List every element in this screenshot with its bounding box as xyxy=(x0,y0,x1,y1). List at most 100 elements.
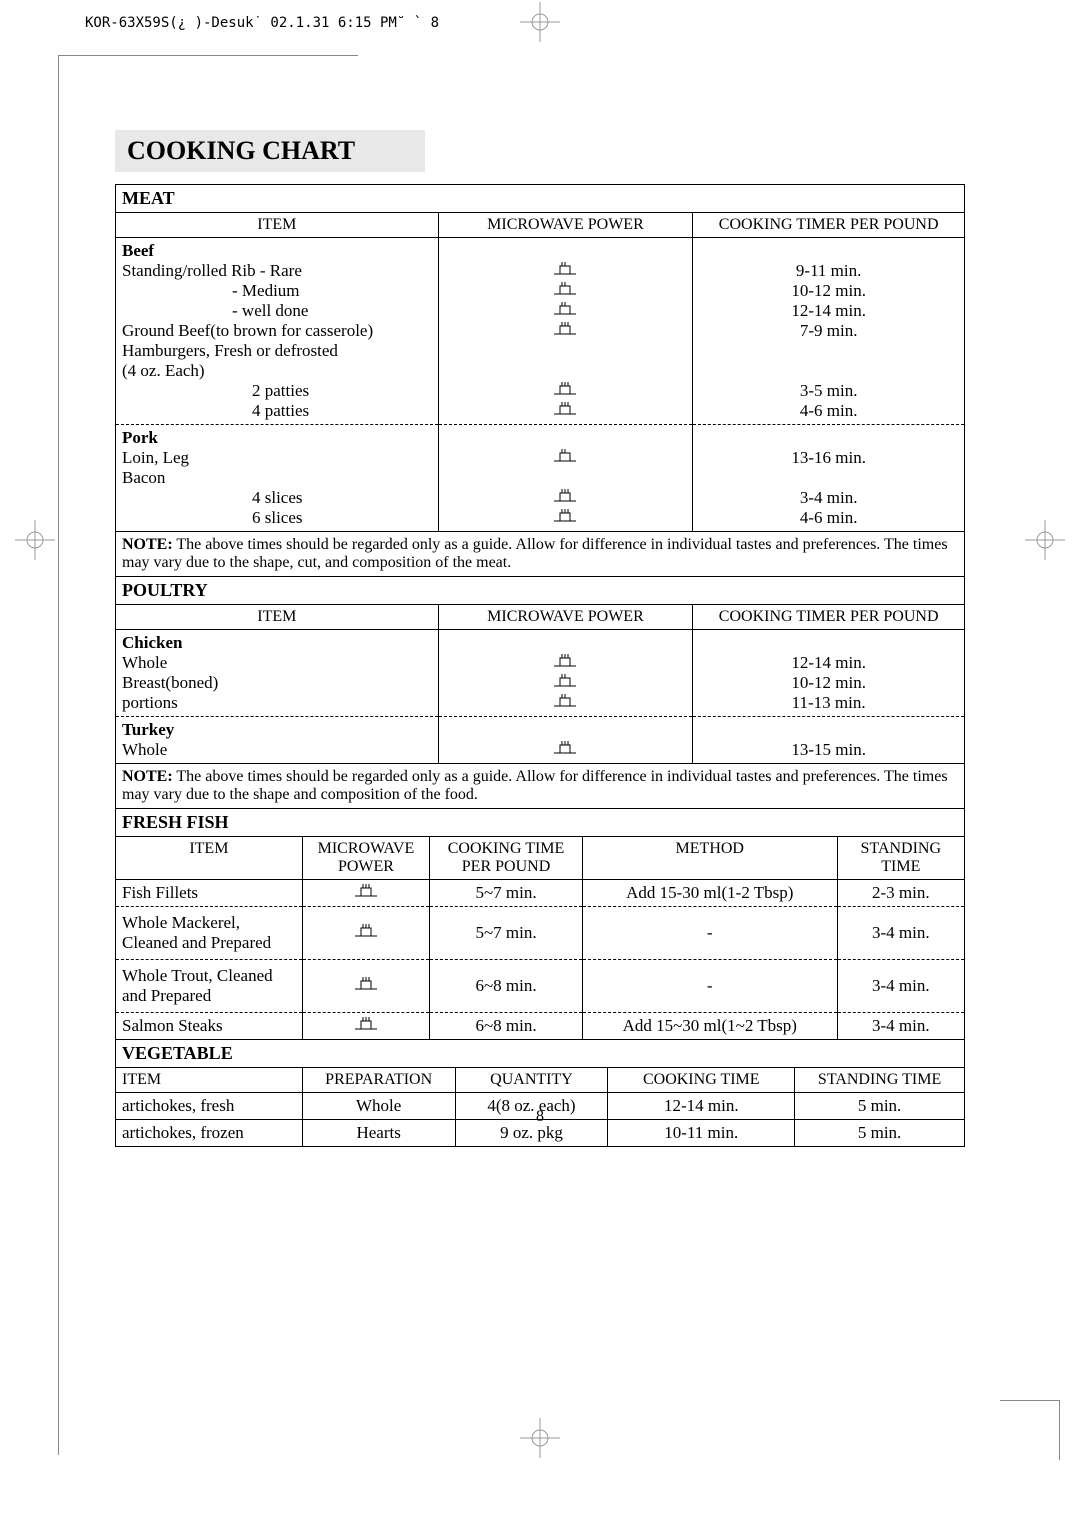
fish-item: Salmon Steaks xyxy=(116,1013,303,1040)
poultry-item: portions xyxy=(122,693,432,713)
power-icon xyxy=(445,508,687,528)
col-cooktime: COOKING TIME PER POUND xyxy=(430,837,583,880)
fish-item: Whole Trout, Cleaned and Prepared xyxy=(116,960,303,1013)
chicken-time-cell: 12-14 min. 10-12 min. 11-13 min. xyxy=(693,630,965,717)
registration-mark-icon xyxy=(15,520,55,560)
beef-label: Beef xyxy=(122,241,432,261)
power-icon xyxy=(445,401,687,421)
poultry-item: Breast(boned) xyxy=(122,673,432,693)
crop-line xyxy=(1000,1400,1060,1401)
meat-time: 10-12 min. xyxy=(699,281,958,301)
registration-mark-icon xyxy=(520,1418,560,1458)
turkey-power-cell xyxy=(438,717,693,764)
turkey-cell: Turkey Whole xyxy=(116,717,439,764)
title-box: COOKING CHART xyxy=(115,130,425,172)
meat-item: 6 slices xyxy=(122,508,432,528)
meat-time: 9-11 min. xyxy=(699,261,958,281)
registration-mark-icon xyxy=(520,2,560,42)
power-icon xyxy=(445,261,687,281)
page-title: COOKING CHART xyxy=(127,136,413,166)
vegetable-table: ITEM PREPARATION QUANTITY COOKING TIME S… xyxy=(115,1067,965,1147)
fish-method: - xyxy=(582,907,837,960)
col-cooktime: COOKING TIME xyxy=(608,1068,795,1093)
meat-item: Standing/rolled Rib - Rare xyxy=(122,261,432,281)
crop-line xyxy=(1059,1400,1060,1460)
power-icon xyxy=(302,880,429,907)
crop-line xyxy=(58,55,358,56)
chicken-power-cell xyxy=(438,630,693,717)
power-icon xyxy=(445,448,687,468)
meat-item: (4 oz. Each) xyxy=(122,361,432,381)
file-header-text: KOR-63X59S(¿ )-Desuk˙ 02.1.31 6:15 PM˘ `… xyxy=(85,15,439,31)
chicken-label: Chicken xyxy=(122,633,432,653)
fish-method: Add 15-30 ml(1-2 Tbsp) xyxy=(582,880,837,907)
col-standing: STANDING TIME xyxy=(837,837,964,880)
fish-standing: 2-3 min. xyxy=(837,880,964,907)
fish-time: 6~8 min. xyxy=(430,960,583,1013)
col-qty: QUANTITY xyxy=(455,1068,608,1093)
fish-section-header: FRESH FISH xyxy=(116,809,965,837)
meat-item: 2 patties xyxy=(122,381,432,401)
page-number: 8 xyxy=(536,1108,544,1126)
col-power: MICROWAVE POWER xyxy=(302,837,429,880)
col-time: COOKING TIMER PER POUND xyxy=(693,213,965,238)
meat-item: 4 patties xyxy=(122,401,432,421)
col-prep: PREPARATION xyxy=(302,1068,455,1093)
fish-item: Fish Fillets xyxy=(116,880,303,907)
fish-standing: 3-4 min. xyxy=(837,907,964,960)
registration-mark-icon xyxy=(1025,520,1065,560)
col-item: ITEM xyxy=(116,837,303,880)
vegetable-section-header: VEGETABLE xyxy=(116,1040,965,1068)
veg-standing: 5 min. xyxy=(795,1120,965,1147)
pork-power-cell xyxy=(438,425,693,532)
meat-item: Loin, Leg xyxy=(122,448,432,468)
fish-item: Whole Mackerel, Cleaned and Prepared xyxy=(116,907,303,960)
power-icon xyxy=(445,301,687,321)
power-icon xyxy=(302,960,429,1013)
col-item: ITEM xyxy=(116,213,439,238)
power-icon xyxy=(445,653,687,673)
poultry-note: NOTE: The above times should be regarded… xyxy=(116,764,965,809)
meat-time: 3-5 min. xyxy=(699,381,958,401)
meat-item: - Medium xyxy=(122,281,432,301)
beef-cell: Beef Standing/rolled Rib - Rare - Medium… xyxy=(116,238,439,425)
meat-section-header: MEAT xyxy=(116,185,965,213)
meat-table: MEAT ITEM MICROWAVE POWER COOKING TIMER … xyxy=(115,184,965,809)
turkey-time-cell: 13-15 min. xyxy=(693,717,965,764)
power-icon xyxy=(445,740,687,760)
poultry-time: 11-13 min. xyxy=(699,693,958,713)
fish-standing: 3-4 min. xyxy=(837,1013,964,1040)
meat-item: Hamburgers, Fresh or defrosted xyxy=(122,341,432,361)
fish-time: 5~7 min. xyxy=(430,907,583,960)
power-icon xyxy=(302,907,429,960)
meat-item: Bacon xyxy=(122,468,432,488)
chicken-cell: Chicken Whole Breast(boned) portions xyxy=(116,630,439,717)
meat-item: 4 slices xyxy=(122,488,432,508)
fish-method: Add 15~30 ml(1~2 Tbsp) xyxy=(582,1013,837,1040)
meat-time: 3-4 min. xyxy=(699,488,958,508)
fish-method: - xyxy=(582,960,837,1013)
power-icon xyxy=(445,321,687,341)
power-icon xyxy=(445,281,687,301)
power-icon xyxy=(302,1013,429,1040)
poultry-item: Whole xyxy=(122,740,432,760)
meat-item: - well done xyxy=(122,301,432,321)
meat-time: 12-14 min. xyxy=(699,301,958,321)
poultry-time: 10-12 min. xyxy=(699,673,958,693)
meat-note: NOTE: The above times should be regarded… xyxy=(116,532,965,577)
meat-time: 7-9 min. xyxy=(699,321,958,341)
veg-qty: 9 oz. pkg xyxy=(455,1120,608,1147)
poultry-item: Whole xyxy=(122,653,432,673)
col-power: MICROWAVE POWER xyxy=(438,213,693,238)
col-item: ITEM xyxy=(116,1068,303,1093)
meat-time: 13-16 min. xyxy=(699,448,958,468)
meat-item: Ground Beef(to brown for casserole) xyxy=(122,321,432,341)
col-method: METHOD xyxy=(582,837,837,880)
fish-table: FRESH FISH ITEM MICROWAVE POWER COOKING … xyxy=(115,808,965,1068)
poultry-section-header: POULTRY xyxy=(116,577,965,605)
meat-time: 4-6 min. xyxy=(699,401,958,421)
veg-time: 10-11 min. xyxy=(608,1120,795,1147)
veg-standing: 5 min. xyxy=(795,1093,965,1120)
power-icon xyxy=(445,381,687,401)
veg-prep: Whole xyxy=(302,1093,455,1120)
